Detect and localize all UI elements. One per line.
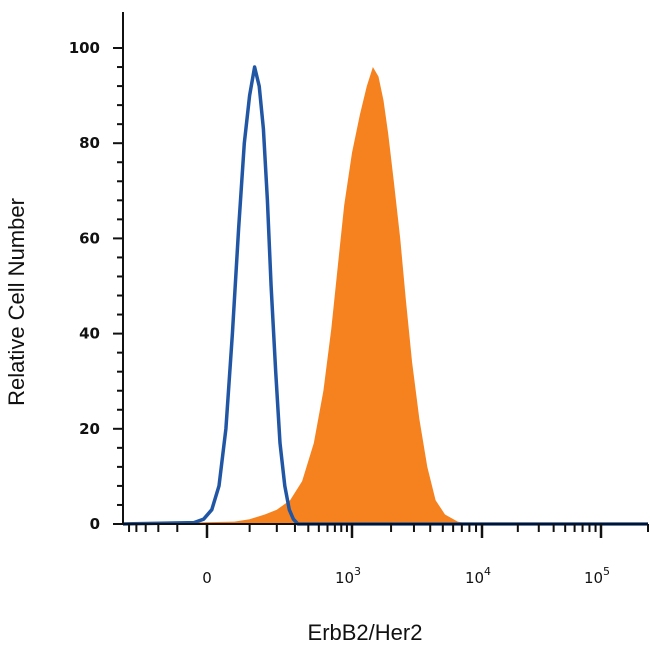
x-tick-exponent: 3: [354, 565, 361, 578]
x-tick-exponent: 5: [603, 565, 610, 578]
y-tick-label: 0: [90, 515, 100, 533]
x-tick-label: 103: [335, 565, 361, 587]
plot-area: [122, 65, 648, 526]
y-tick-label: 20: [79, 420, 100, 438]
y-axis-title: Relative Cell Number: [4, 198, 29, 406]
y-tick-label: 100: [69, 39, 100, 57]
x-tick-label: 105: [584, 565, 610, 587]
x-tick-exponent: 4: [484, 565, 491, 578]
x-tick-label: 0: [202, 569, 212, 587]
x-tick-label: 104: [465, 565, 491, 587]
axes: 0 20 40 60 80 100 0 103 104 105: [69, 12, 649, 587]
series-filled-histogram: [123, 67, 648, 524]
x-axis-title: ErbB2/Her2: [308, 620, 423, 645]
y-tick-label: 80: [79, 134, 100, 152]
y-tick-label: 60: [79, 229, 100, 247]
y-tick-label: 40: [79, 325, 100, 343]
series-outline-histogram: [122, 65, 648, 526]
